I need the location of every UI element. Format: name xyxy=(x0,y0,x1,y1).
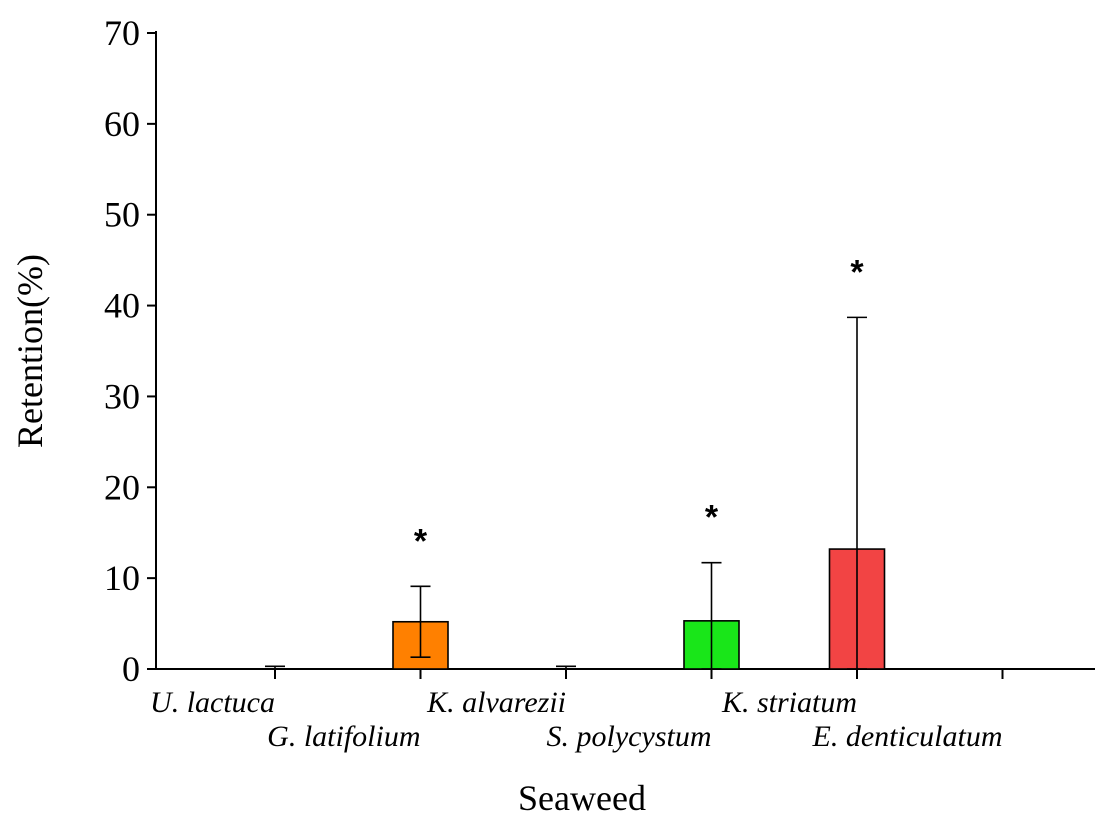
y-tick-label: 10 xyxy=(104,558,140,598)
y-tick-label: 70 xyxy=(104,13,140,53)
y-tick-label: 0 xyxy=(122,649,140,689)
y-tick-label: 40 xyxy=(104,286,140,326)
x-tick-label-1: U. lactuca xyxy=(150,686,275,719)
y-tick-label: 20 xyxy=(104,467,140,507)
x-tick-label-3: K. alvarezii xyxy=(426,686,566,719)
x-tick-label-6: E. denticulatum xyxy=(812,720,1003,753)
y-axis-title: Retention(%) xyxy=(10,254,50,448)
x-tick-label-2: G. latifolium xyxy=(267,720,420,753)
x-tick-label-4: S. polycystum xyxy=(547,720,712,753)
x-tick-label-5: K. striatum xyxy=(721,686,857,719)
y-tick-label: 50 xyxy=(104,195,140,235)
y-tick-label: 30 xyxy=(104,376,140,416)
y-tick-label: 60 xyxy=(104,104,140,144)
chart-axes xyxy=(147,31,1095,679)
significance-marker-5: * xyxy=(850,253,864,291)
significance-marker-4: * xyxy=(705,499,719,537)
significance-marker-2: * xyxy=(414,522,428,560)
x-axis-title: Seaweed xyxy=(518,778,646,816)
chart-bars xyxy=(265,316,886,670)
